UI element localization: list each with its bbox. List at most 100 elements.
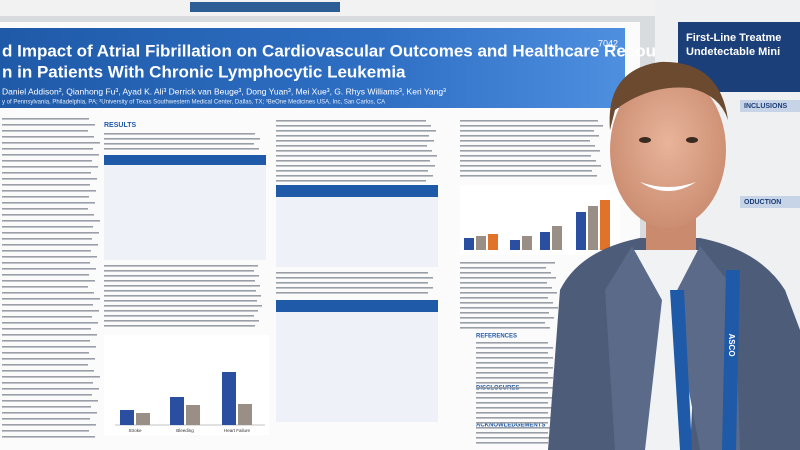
text-line — [460, 120, 598, 122]
text-line — [476, 342, 548, 344]
text-line — [104, 138, 260, 140]
poster-chart: Stroke Bleeding Heart Failure — [104, 335, 269, 435]
poster-title: d Impact of Atrial Fibrillation on Cardi… — [2, 41, 682, 60]
text-line — [2, 250, 91, 252]
text-line — [460, 282, 547, 284]
right-heading-bg — [740, 100, 800, 112]
text-line — [104, 270, 254, 272]
text-line — [2, 130, 88, 132]
text-line — [276, 282, 428, 284]
chart-bar — [522, 236, 532, 250]
lanyard-text: ASCO — [727, 333, 736, 356]
table-body — [276, 197, 438, 267]
table-header — [104, 155, 266, 165]
section-heading: RESULTS — [104, 122, 136, 129]
text-line — [104, 310, 258, 312]
text-line — [2, 142, 100, 144]
text-line — [2, 118, 89, 120]
text-line — [460, 307, 558, 309]
text-line — [2, 172, 91, 174]
text-line — [476, 357, 553, 359]
chart-bar — [120, 410, 134, 425]
chart-bar — [540, 232, 550, 250]
text-line — [104, 148, 259, 150]
text-line — [104, 275, 259, 277]
text-line — [276, 135, 429, 137]
text-line — [104, 300, 257, 302]
text-line — [2, 382, 93, 384]
text-line — [460, 165, 601, 167]
text-line — [476, 377, 553, 379]
text-line — [460, 317, 554, 319]
text-line — [476, 382, 548, 384]
text-line — [460, 267, 546, 269]
lanyard — [722, 270, 740, 450]
right-heading-bg — [740, 196, 800, 208]
text-line — [2, 190, 96, 192]
text-line — [276, 120, 426, 122]
right-poster-heading: INCLUSIONS — [744, 103, 788, 110]
text-line — [2, 430, 89, 432]
text-line — [2, 310, 99, 312]
text-line — [2, 166, 98, 168]
text-line — [460, 130, 594, 132]
chart-bar — [222, 372, 236, 425]
text-line — [2, 400, 98, 402]
chart-bar — [552, 226, 562, 250]
text-line — [2, 406, 91, 408]
chart-bar — [588, 206, 598, 250]
text-line — [460, 170, 592, 172]
chart-bar — [600, 200, 610, 250]
eye — [639, 137, 651, 143]
section-heading: REFERENCES — [476, 334, 517, 340]
text-line — [2, 262, 90, 264]
text-line — [276, 165, 435, 167]
text-line — [460, 297, 548, 299]
face — [610, 72, 726, 228]
text-line — [2, 316, 92, 318]
text-line — [104, 305, 262, 307]
chart-bar — [186, 405, 200, 425]
text-line — [276, 155, 437, 157]
text-line — [460, 287, 552, 289]
text-line — [104, 133, 255, 135]
chart-bar — [170, 397, 184, 425]
text-line — [276, 150, 432, 152]
text-line — [2, 274, 89, 276]
text-line — [2, 334, 97, 336]
lapel — [605, 246, 662, 450]
text-line — [2, 208, 88, 210]
chart-label: Stroke — [128, 428, 142, 433]
text-line — [2, 370, 94, 372]
text-line — [104, 290, 256, 292]
text-line — [2, 196, 89, 198]
text-line — [476, 397, 553, 399]
text-line — [2, 358, 95, 360]
chart-bar — [238, 404, 252, 425]
text-line — [2, 160, 92, 162]
chart-bar — [476, 236, 486, 250]
poster-number: 7042 — [598, 38, 618, 48]
text-line — [276, 277, 433, 279]
chart-bar — [576, 212, 586, 250]
text-line — [2, 238, 92, 240]
text-line — [276, 130, 436, 132]
text-line — [104, 315, 254, 317]
lanyard — [670, 290, 692, 450]
text-line — [476, 367, 553, 369]
text-line — [2, 148, 93, 150]
text-line — [476, 427, 553, 429]
text-line — [476, 362, 548, 364]
text-line — [476, 387, 553, 389]
text-line — [2, 214, 94, 216]
text-line — [476, 372, 548, 374]
text-line — [2, 244, 98, 246]
text-line — [460, 272, 551, 274]
smile — [640, 182, 696, 191]
poster-title-band — [0, 28, 625, 108]
text-line — [104, 280, 255, 282]
text-line — [476, 402, 548, 404]
eye — [686, 137, 698, 143]
text-line — [2, 226, 93, 228]
